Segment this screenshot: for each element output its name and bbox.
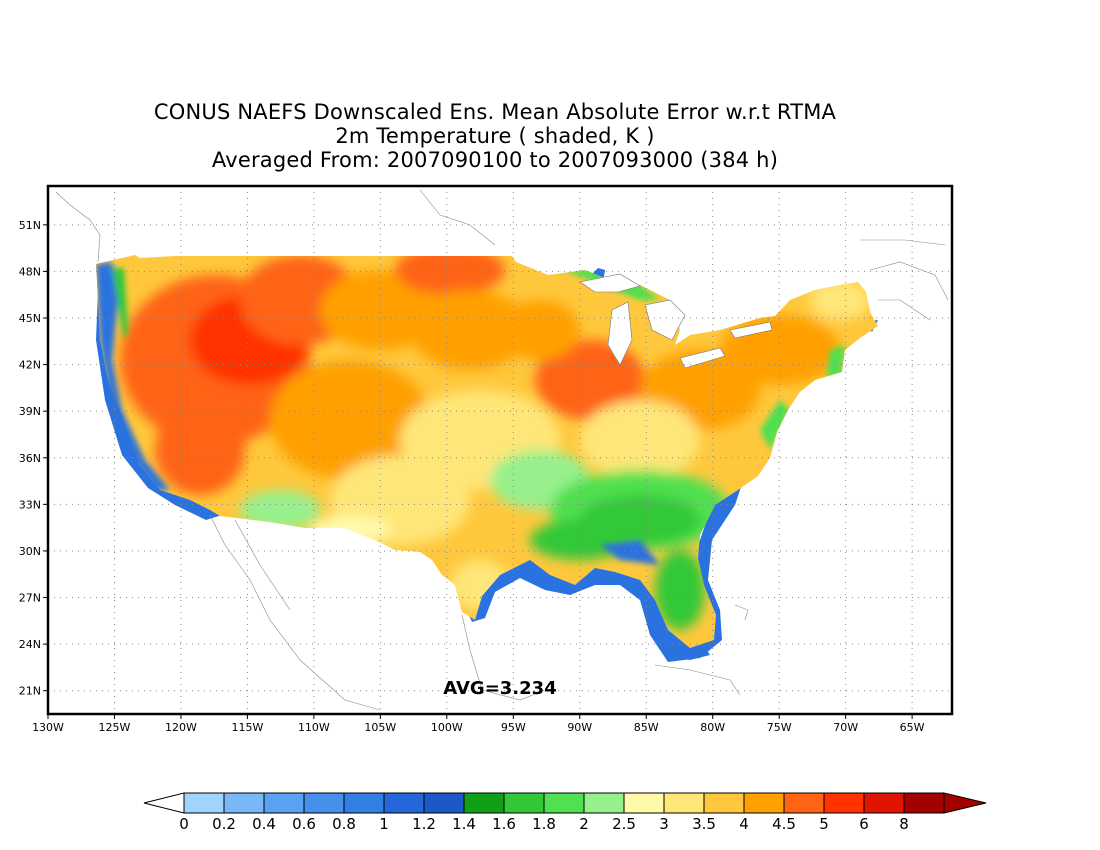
lat-lon-grid	[48, 186, 952, 714]
lat-tick-label: 39N	[19, 405, 41, 418]
colorbar-swatch	[463, 792, 505, 814]
lon-tick-label: 70W	[833, 721, 858, 734]
coastline-outline	[55, 189, 949, 711]
lon-tick-label: 120W	[165, 721, 197, 734]
colorbar-swatch	[663, 792, 705, 814]
lat-tick-label: 30N	[19, 545, 41, 558]
colorbar-label: 1.4	[452, 815, 476, 833]
colorbar-swatch	[743, 792, 785, 814]
title-line-2: 2m Temperature ( shaded, K )	[335, 124, 655, 148]
lat-tick-label: 21N	[19, 685, 41, 698]
lon-tick-label: 100W	[431, 721, 463, 734]
lon-tick-label: 65W	[900, 721, 925, 734]
colorbar: 0 0.2 0.4 0.6 0.8 1 1.2 1.4 1.6 1.8 2 2.5 3 3.5 4 4.5 5 6…	[143, 792, 987, 833]
colorbar-label: 0.2	[212, 815, 236, 833]
colorbar-label: 6	[859, 815, 869, 833]
lat-tick-label: 33N	[19, 498, 41, 511]
colorbar-label: 2.5	[612, 815, 636, 833]
title-line-1: CONUS NAEFS Downscaled Ens. Mean Absolut…	[153, 100, 837, 124]
colorbar-swatch	[783, 792, 825, 814]
colorbar-label: 1.8	[532, 815, 556, 833]
colorbar-swatch	[703, 792, 745, 814]
lat-tick-label: 42N	[19, 359, 41, 372]
lon-tick-label: 125W	[99, 721, 131, 734]
lon-tick-label: 130W	[32, 721, 64, 734]
longitude-axis: 130W 125W 120W 115W 110W 105W 100W 95W 90W 85W 80W…	[32, 714, 925, 734]
colorbar-swatch	[343, 792, 385, 814]
colorbar-swatch	[503, 792, 545, 814]
colorbar-swatch	[383, 792, 425, 814]
colorbar-label: 5	[819, 815, 829, 833]
map-title: CONUS NAEFS Downscaled Ens. Mean Absolut…	[0, 100, 990, 172]
lat-tick-label: 51N	[19, 219, 41, 232]
colorbar-label: 0.8	[332, 815, 356, 833]
title-line-3: Averaged From: 2007090100 to 2007093000 …	[211, 148, 779, 172]
colorbar-label: 1.2	[412, 815, 436, 833]
lat-tick-label: 45N	[19, 312, 41, 325]
colorbar-swatch	[423, 792, 465, 814]
colorbar-label: 3.5	[692, 815, 716, 833]
colorbar-label: 1.6	[492, 815, 516, 833]
colorbar-swatch	[863, 792, 905, 814]
colorbar-swatch	[583, 792, 625, 814]
colorbar-swatch	[223, 792, 265, 814]
plot-frame	[46, 184, 954, 716]
colorbar-label: 0.4	[252, 815, 276, 833]
colorbar-label: 0	[179, 815, 189, 833]
colorbar-swatch	[823, 792, 865, 814]
colorbar-label: 0.6	[292, 815, 316, 833]
colorbar-label: 3	[659, 815, 669, 833]
colorbar-swatch	[303, 792, 345, 814]
colorbar-swatch	[263, 792, 305, 814]
great-lakes	[579, 273, 773, 369]
colorbar-swatch	[183, 792, 225, 814]
colorbar-label: 1	[379, 815, 389, 833]
lon-tick-label: 85W	[634, 721, 659, 734]
colorbar-swatch	[543, 792, 585, 814]
lat-tick-label: 27N	[19, 592, 41, 605]
latitude-axis: 51N 48N 45N 42N 39N 36N 33N 30N 27N 24N 21N	[19, 219, 48, 698]
lon-tick-label: 95W	[501, 721, 526, 734]
colorbar-label: 2	[579, 815, 589, 833]
lon-tick-label: 90W	[567, 721, 592, 734]
lon-tick-label: 115W	[231, 721, 263, 734]
lon-tick-label: 110W	[298, 721, 330, 734]
lon-tick-label: 80W	[700, 721, 725, 734]
colorbar-label: 4	[739, 815, 749, 833]
average-label: AVG=3.234	[443, 678, 556, 699]
colorbar-swatch	[623, 792, 665, 814]
lon-tick-label: 105W	[364, 721, 396, 734]
lat-tick-label: 36N	[19, 452, 41, 465]
lat-tick-label: 24N	[19, 638, 41, 651]
lon-tick-label: 75W	[767, 721, 792, 734]
colorbar-low-arrow	[143, 792, 185, 814]
colorbar-swatch	[903, 792, 945, 814]
colorbar-high-arrow	[943, 792, 987, 814]
lat-tick-label: 48N	[19, 265, 41, 278]
colorbar-label: 4.5	[772, 815, 796, 833]
colorbar-label: 8	[899, 815, 909, 833]
